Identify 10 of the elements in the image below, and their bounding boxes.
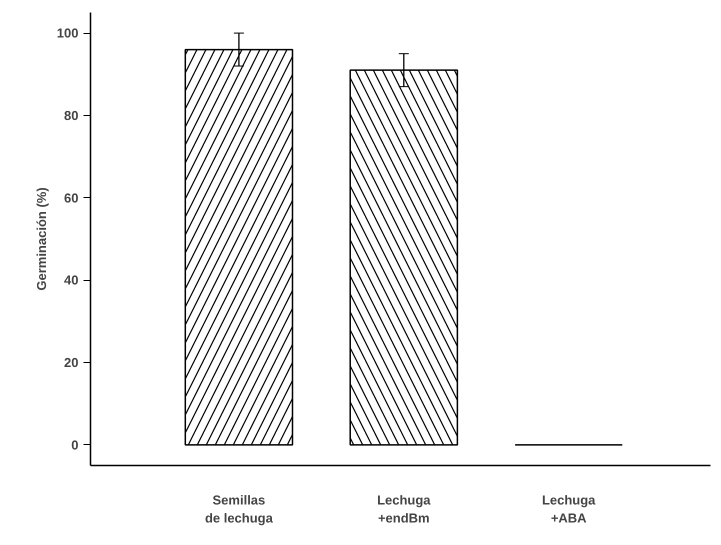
y-axis-title: Germinación (%) — [34, 187, 49, 291]
y-tick-label: 100 — [56, 26, 79, 41]
x-tick-label: Lechuga +ABA — [542, 492, 596, 526]
x-tick-label: Semillas de lechuga — [204, 492, 274, 526]
y-tick-label: 80 — [64, 108, 79, 123]
y-tick-label: 40 — [64, 272, 79, 288]
x-tick-label: Lechuga +endBm — [377, 492, 432, 526]
y-tick-label: 60 — [64, 190, 79, 206]
y-tick-label: 0 — [71, 437, 79, 452]
y-tick-label: 20 — [64, 355, 79, 370]
